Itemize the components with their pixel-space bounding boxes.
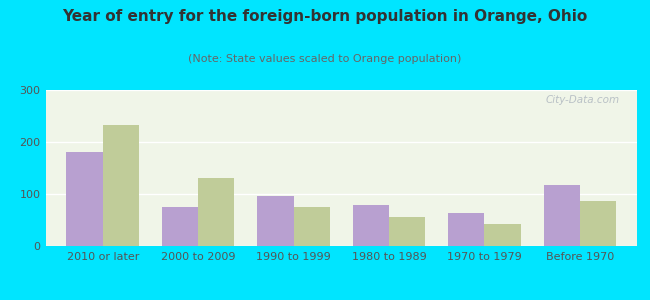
Bar	[294, 207, 330, 246]
Bar	[580, 201, 616, 246]
Text: Year of entry for the foreign-born population in Orange, Ohio: Year of entry for the foreign-born popul…	[62, 9, 588, 24]
Bar	[198, 178, 235, 246]
Bar	[103, 125, 139, 246]
Bar	[66, 152, 103, 246]
Bar	[448, 213, 484, 246]
Bar	[257, 196, 294, 246]
Text: (Note: State values scaled to Orange population): (Note: State values scaled to Orange pop…	[188, 54, 462, 64]
Bar	[389, 218, 425, 246]
Text: City-Data.com: City-Data.com	[545, 95, 619, 105]
Bar	[353, 206, 389, 246]
Bar	[543, 184, 580, 246]
Legend: Orange, Ohio: Orange, Ohio	[271, 296, 411, 300]
Bar	[484, 224, 521, 246]
Bar	[162, 207, 198, 246]
